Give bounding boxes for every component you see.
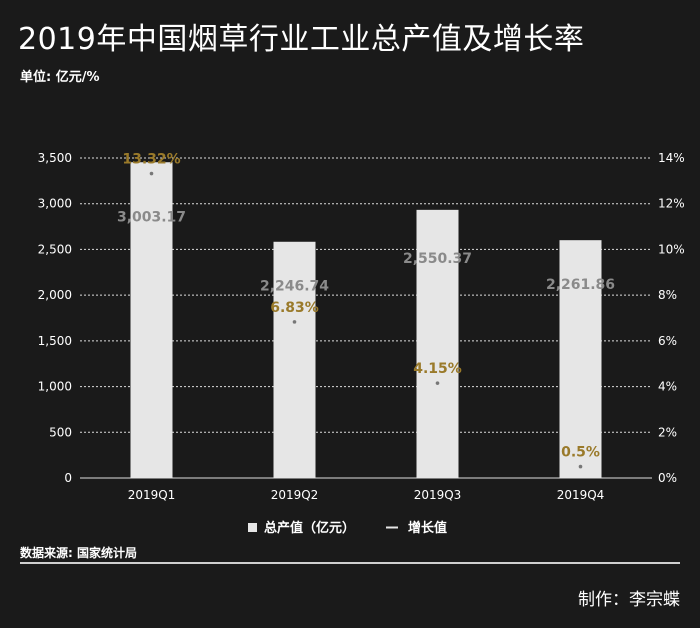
bar-value-label: 2,550.37 (403, 251, 472, 267)
chart-title: 2019年中国烟草行业工业总产值及增长率 (18, 22, 585, 57)
x-tick-label: 2019Q3 (414, 488, 462, 502)
left-tick-label: 1,000 (38, 380, 72, 394)
bar (130, 162, 173, 478)
growth-value-label: 0.5% (561, 445, 600, 461)
left-tick-label: 2,000 (38, 288, 72, 302)
right-tick-label: 6% (658, 334, 677, 348)
bar (559, 240, 602, 478)
right-tick-label: 14% (658, 151, 685, 165)
growth-value-label: 6.83% (270, 300, 319, 316)
bar (416, 209, 459, 479)
left-tick-label: 3,500 (38, 151, 72, 165)
footer-divider (20, 562, 680, 564)
right-tick-label: 2% (658, 425, 677, 439)
left-tick-label: 1,500 (38, 334, 72, 348)
left-tick-label: 500 (49, 425, 72, 439)
legend-bar-swatch (248, 523, 257, 532)
bar (273, 241, 316, 478)
left-tick-label: 2,500 (38, 242, 72, 256)
data-source: 数据来源: 国家统计局 (20, 546, 137, 560)
legend-line-label: 增长值 (408, 520, 447, 536)
bar-value-label: 2,261.86 (546, 277, 615, 293)
x-tick-label: 2019Q4 (557, 488, 605, 502)
right-tick-label: 10% (658, 242, 685, 256)
growth-value-label: 13.32% (122, 152, 180, 168)
x-tick-label: 2019Q1 (128, 488, 176, 502)
right-tick-label: 4% (658, 380, 677, 394)
credit-label: 制作：李宗蝶 (578, 590, 680, 610)
right-tick-label: 12% (658, 197, 685, 211)
growth-point (149, 171, 154, 176)
legend-bar-label: 总产值（亿元） (264, 520, 355, 536)
growth-point (578, 464, 583, 469)
left-tick-label: 0 (64, 471, 72, 485)
growth-point (292, 320, 297, 324)
right-tick-label: 8% (658, 288, 677, 302)
combo-chart: 0 500 1,000 1,500 2,000 2,500 3,000 3,500 0% 2% 4%… (38, 151, 685, 536)
x-tick-label: 2019Q2 (271, 488, 319, 502)
right-tick-label: 0% (658, 471, 677, 485)
growth-point (435, 381, 440, 385)
unit-label: 单位: 亿元/% (20, 70, 100, 85)
bar-value-label: 3,003.17 (117, 209, 186, 225)
growth-value-label: 4.15% (413, 361, 462, 377)
bar-value-label: 2,246.74 (260, 279, 329, 295)
left-tick-label: 3,000 (38, 197, 72, 211)
